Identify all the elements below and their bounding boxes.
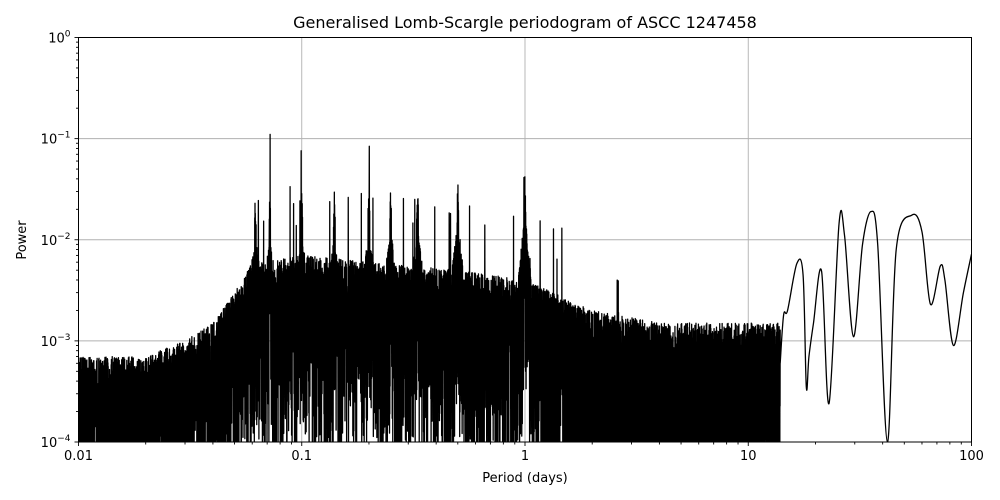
x-tick-label: 10 xyxy=(740,449,757,464)
y-tick-label: 10−4 xyxy=(41,434,71,451)
x-tick-label: 100 xyxy=(959,449,984,464)
y-tick-label: 10−3 xyxy=(41,333,71,350)
y-tick-label: 10−2 xyxy=(41,232,71,249)
y-axis-label: Power xyxy=(15,220,30,260)
power-curve xyxy=(78,133,971,442)
y-tick-label: 100 xyxy=(48,30,71,47)
periodogram-line xyxy=(78,133,971,442)
x-tick-label: 1 xyxy=(521,449,529,464)
x-axis: 0.01 0.1 1 10 100 xyxy=(64,442,984,464)
x-axis-label: Period (days) xyxy=(482,471,568,486)
y-axis: 100 10−1 10−2 10−3 10−4 xyxy=(41,30,79,451)
x-tick-label: 0.1 xyxy=(291,449,312,464)
y-tick-label: 10−1 xyxy=(41,131,71,148)
chart-title: Generalised Lomb-Scargle periodogram of … xyxy=(293,13,757,32)
x-tick-label: 0.01 xyxy=(64,449,93,464)
